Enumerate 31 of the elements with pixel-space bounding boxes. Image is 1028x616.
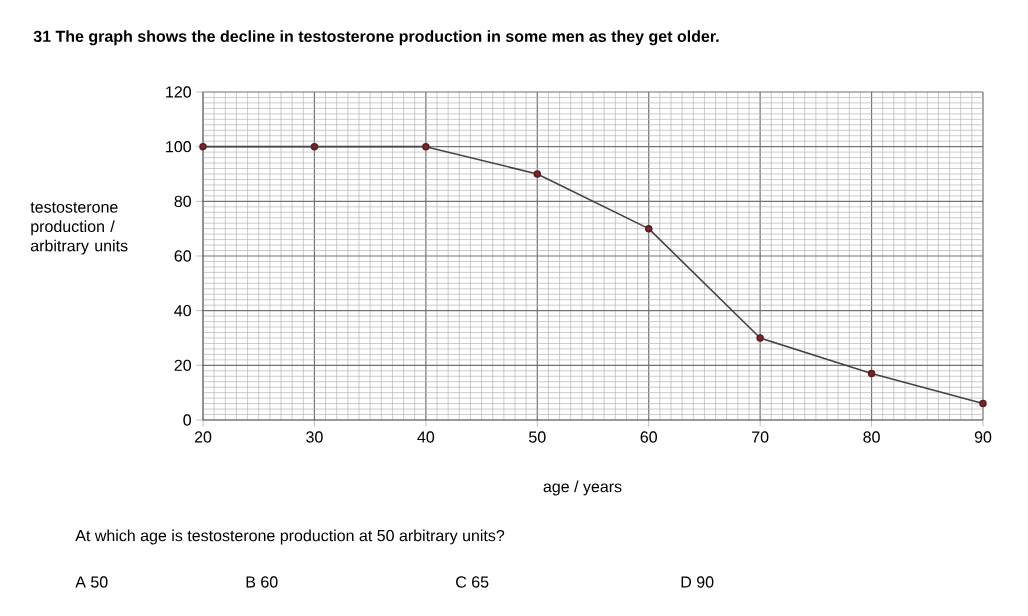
- text: D 90: [681, 576, 714, 588]
- text: At which age is testosterone production at 50 arbitrary units?: [75, 529, 505, 545]
- x-tick-label: 50: [529, 431, 546, 443]
- x-tick-label: 40: [417, 431, 435, 443]
- text: C 65: [456, 576, 489, 588]
- point: [644, 224, 653, 233]
- x-tick-label: 20: [194, 431, 212, 443]
- y-tick-label: 100: [166, 141, 192, 153]
- point: [310, 142, 319, 151]
- point: [422, 142, 430, 151]
- text: A 50: [75, 576, 108, 588]
- point: [199, 142, 207, 151]
- y-tick-label: 40: [174, 304, 192, 317]
- y-tick-label: 60: [174, 250, 192, 262]
- text: B 60: [246, 576, 278, 588]
- x-axis-title: age / years: [543, 480, 622, 496]
- point: [867, 369, 876, 378]
- point: [979, 399, 987, 408]
- x-tick-label: 70: [752, 431, 769, 443]
- y-tick-label: 0: [183, 414, 192, 426]
- point: [533, 170, 542, 178]
- x-tick-label: 60: [640, 431, 657, 443]
- point: [756, 334, 764, 342]
- x-tick-label: 80: [863, 431, 880, 443]
- y-tick-label: 80: [174, 195, 192, 207]
- chart-title: 31 The graph shows the decline in testosterone production in some men as they get older.: [33, 30, 719, 46]
- y-tick-label: 20: [174, 359, 192, 371]
- x-tick-label: 90: [974, 431, 992, 443]
- y-axis-title: testosterone production / arbitrary units: [30, 202, 128, 255]
- x-tick-label: 30: [306, 431, 323, 443]
- y-tick-label: 120: [166, 86, 192, 98]
